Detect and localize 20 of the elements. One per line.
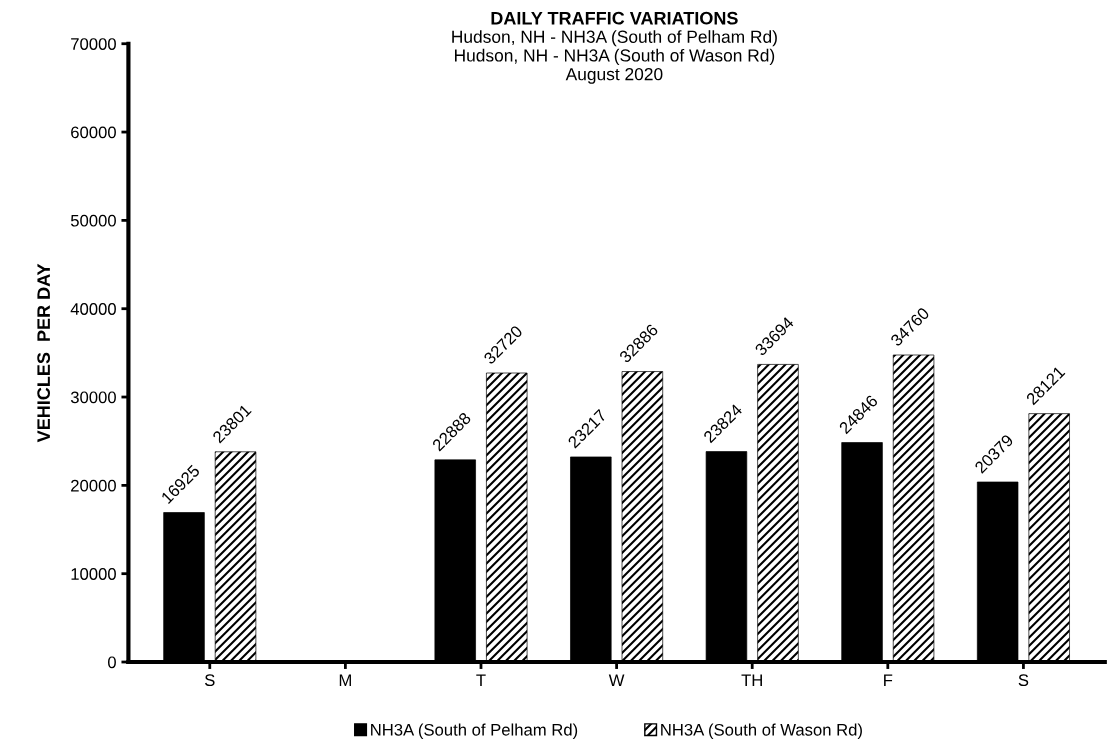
x-tick-label: W	[608, 674, 625, 686]
legend-label: NH3A (South of Pelham Rd)	[371, 723, 578, 739]
y-tick-label: 10000	[71, 568, 116, 580]
chart-title: DAILY TRAFFIC VARIATIONS	[491, 11, 738, 25]
x-tick-label: F	[884, 674, 893, 686]
legend-label: NH3A (South of Wason Rd)	[661, 723, 862, 739]
y-tick-label: 40000	[70, 303, 116, 315]
y-axis-title: VEHICLES PER DAY	[37, 263, 51, 443]
y-tick-label: 60000	[71, 126, 116, 139]
x-tick-label: M	[339, 674, 351, 686]
x-tick-label: T	[476, 674, 486, 686]
y-tick-label: 20000	[71, 479, 116, 492]
x-tick-label: S	[204, 674, 215, 687]
y-tick-label: 30000	[70, 391, 116, 404]
x-tick-label: S	[1018, 674, 1029, 687]
y-tick-label: 0	[107, 656, 116, 669]
x-tick-label: TH	[741, 674, 762, 686]
y-tick-label: 50000	[70, 214, 116, 227]
chart-subtitle: Hudson, NH - NH3A (South of Pelham Rd) Hudson, NH - NH3A (South of Wason Rd) August 2020	[452, 30, 777, 84]
y-tick-label: 70000	[71, 38, 116, 50]
